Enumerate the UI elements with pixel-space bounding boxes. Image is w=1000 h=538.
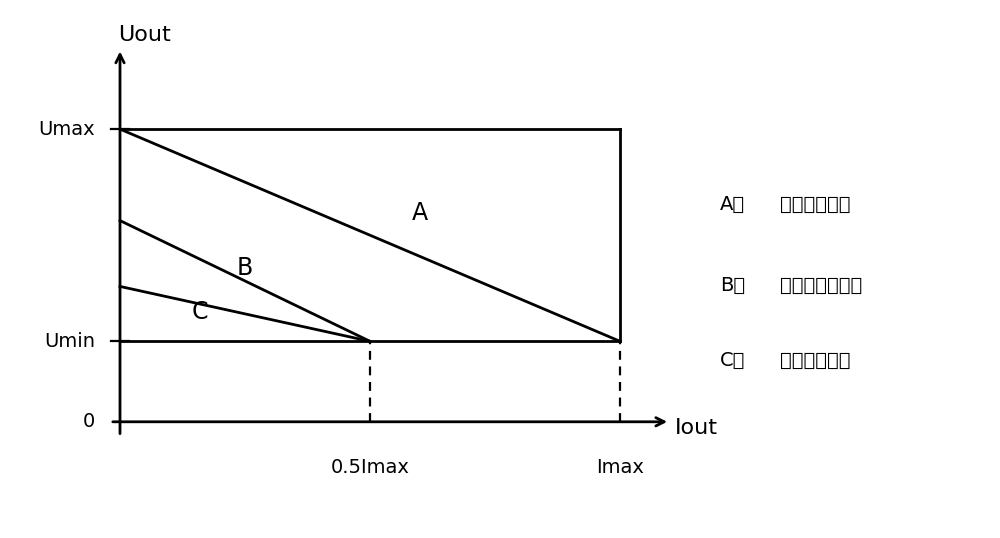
- Text: 0: 0: [83, 412, 95, 431]
- Text: Umin: Umin: [44, 332, 95, 351]
- Text: B: B: [237, 256, 253, 280]
- Text: Iout: Iout: [675, 419, 718, 438]
- Text: Imax: Imax: [596, 458, 644, 477]
- Text: Uout: Uout: [119, 25, 171, 45]
- Text: A：: A：: [720, 195, 745, 214]
- Text: 跳频工作区段: 跳频工作区段: [780, 351, 850, 370]
- Text: A: A: [412, 201, 428, 225]
- Text: Umax: Umax: [38, 119, 95, 139]
- Text: B：: B：: [720, 275, 745, 295]
- Text: 0.5Imax: 0.5Imax: [331, 458, 409, 477]
- Text: 变频工作区段: 变频工作区段: [780, 195, 850, 214]
- Text: 调脉宽工作区段: 调脉宽工作区段: [780, 275, 862, 295]
- Text: C：: C：: [720, 351, 745, 370]
- Text: C: C: [192, 300, 208, 324]
